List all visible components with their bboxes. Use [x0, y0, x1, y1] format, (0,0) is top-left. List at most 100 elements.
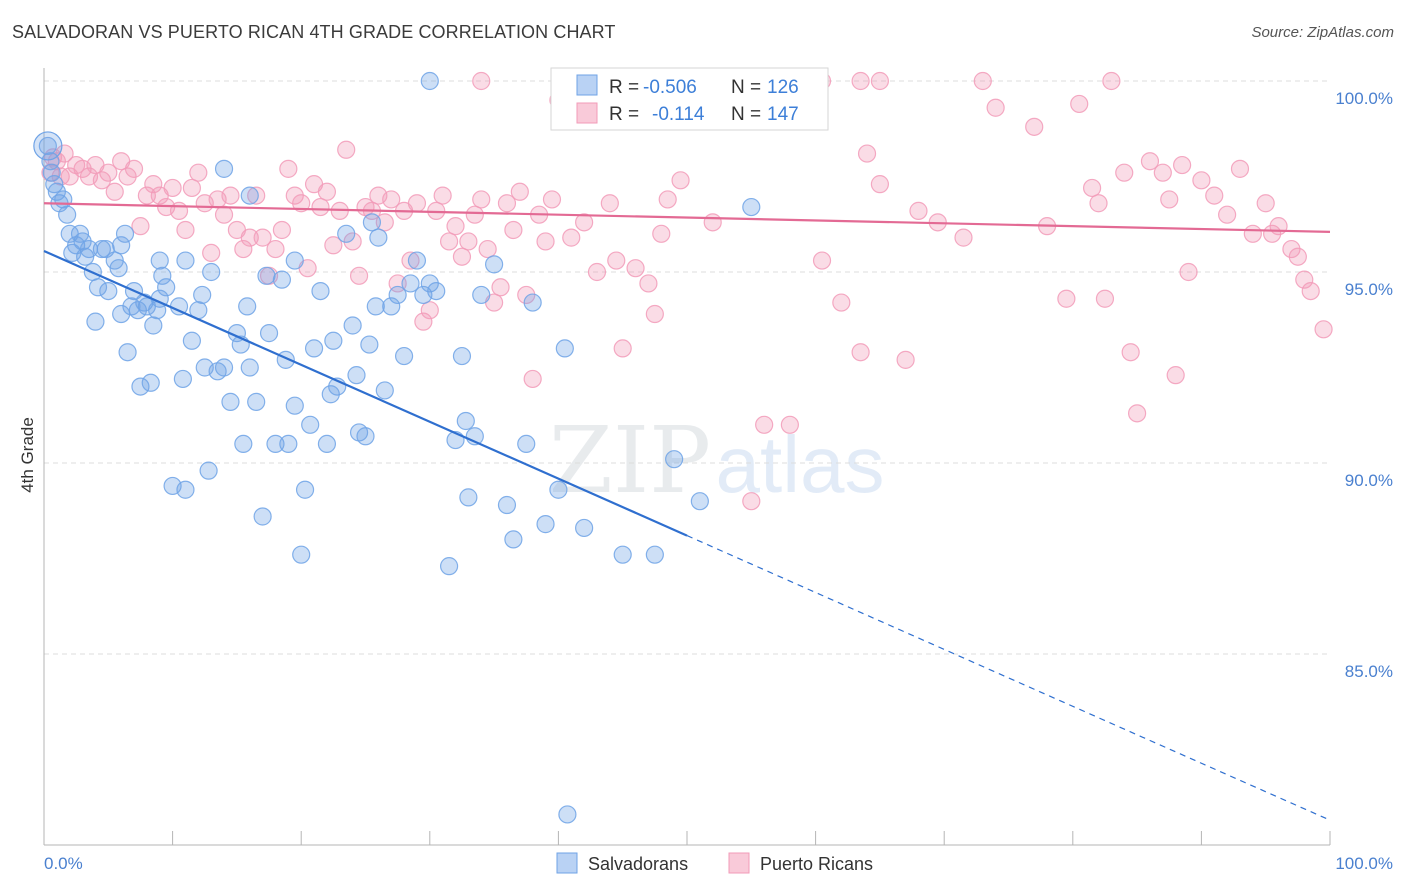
salvadorans-point-59: [259, 324, 279, 343]
puerto-ricans-point-44: [311, 197, 330, 217]
salvadorans-point-105: [575, 518, 594, 538]
puerto-ricans-point-58: [401, 251, 420, 270]
salvadorans-point-117: [285, 251, 304, 270]
salvadorans-point-78: [360, 335, 379, 354]
salvadorans-point-112: [558, 805, 577, 824]
puerto-ricans-point-135: [1301, 282, 1320, 301]
puerto-ricans-point-41: [292, 194, 311, 213]
salvadorans-point-90: [439, 557, 459, 576]
salvadorans-trend-extension: [686, 535, 1331, 821]
stats-salvadorans-r-label: R =: [609, 77, 639, 98]
puerto-ricans-point-119: [1153, 163, 1172, 182]
puerto-ricans-point-114: [1095, 289, 1115, 308]
puerto-ricans-point-27: [202, 243, 221, 262]
x-axis-ticks: [43, 831, 1331, 845]
puerto-ricans-point-77: [523, 369, 542, 389]
salvadorans-point-4: [47, 182, 66, 201]
stats-salvadorans-swatch: [576, 74, 598, 96]
gridlines: [44, 80, 1330, 655]
puerto-ricans-point-2: [47, 152, 66, 171]
puerto-ricans-point-145: [1102, 71, 1121, 91]
puerto-ricans-point-95: [742, 492, 761, 511]
puerto-ricans-point-100: [851, 343, 870, 362]
salvadorans-point-63: [279, 434, 298, 453]
puerto-ricans-point-22: [169, 201, 189, 220]
puerto-ricans-point-96: [755, 415, 774, 434]
salvadorans-point-70: [317, 434, 337, 453]
puerto-ricans-trend-line: [43, 202, 1331, 233]
salvadorans-point-96: [472, 285, 491, 305]
puerto-ricans-point-124: [1192, 171, 1211, 190]
puerto-ricans-point-93: [671, 171, 690, 190]
y-tick-label-0: 100.0%: [1335, 89, 1393, 108]
salvadorans-point-74: [343, 316, 362, 335]
salvadorans-point-49: [214, 358, 234, 377]
salvadorans-point-92: [452, 346, 472, 366]
legend-puerto-ricans-label[interactable]: Puerto Ricans: [760, 854, 873, 874]
puerto-ricans-point-24: [182, 178, 201, 198]
puerto-ricans-point-12: [105, 182, 124, 201]
puerto-ricans-point-111: [1070, 94, 1089, 114]
puerto-ricans-point-82: [562, 228, 581, 247]
puerto-ricans-point-80: [542, 190, 562, 209]
puerto-ricans-point-110: [1057, 289, 1076, 308]
salvadorans-point-71: [321, 385, 340, 404]
puerto-ricans-point-91: [652, 224, 671, 243]
salvadorans-point-99: [504, 530, 523, 549]
puerto-ricans-point-67: [459, 232, 478, 251]
puerto-ricans-point-48: [337, 140, 356, 159]
salvadorans-point-97: [485, 255, 504, 274]
puerto-ricans-point-66: [452, 247, 472, 266]
puerto-ricans-point-75: [510, 182, 529, 201]
salvadorans-point-86: [407, 251, 427, 270]
puerto-ricans-point-134: [1295, 270, 1314, 289]
y-tick-label-1: 95.0%: [1345, 280, 1393, 299]
salvadorans-point-37: [157, 278, 176, 297]
salvadorans-point-56: [247, 392, 266, 411]
trend-lines: [43, 202, 1331, 821]
salvadorans-point-84: [394, 346, 414, 366]
puerto-ricans-point-69: [472, 190, 491, 209]
salvadorans-point-107: [645, 545, 664, 564]
puerto-ricans-point-35: [253, 228, 272, 247]
svg-text:atlas: atlas: [716, 420, 885, 509]
puerto-ricans-point-14: [118, 167, 137, 186]
salvadorans-point-100: [517, 434, 536, 453]
stats-puerto-ricans-r-value: -0.114: [652, 104, 705, 125]
salvadorans-point-54: [238, 297, 257, 316]
puerto-ricans-point-46: [324, 236, 343, 255]
puerto-ricans-point-131: [1269, 217, 1288, 236]
stats-puerto-ricans-n-value: 147: [767, 104, 799, 125]
legend-puerto-ricans-swatch[interactable]: [728, 852, 750, 874]
salvadorans-point-16: [86, 312, 105, 331]
salvadorans-point-22: [109, 259, 128, 278]
puerto-ricans-point-60: [414, 312, 433, 331]
puerto-ricans-point-49: [343, 232, 362, 251]
salvadorans-point-103: [549, 480, 568, 499]
salvadorans-point-109: [690, 492, 709, 511]
puerto-ricans-point-133: [1288, 247, 1307, 266]
legend-salvadorans-label[interactable]: Salvadorans: [588, 854, 688, 874]
salvadorans-point-50: [221, 392, 240, 411]
stats-salvadorans-n-label: N =: [731, 77, 761, 98]
puerto-ricans-point-121: [1166, 366, 1185, 385]
puerto-ricans-point-136: [1314, 320, 1333, 339]
legend: Salvadorans Puerto Ricans: [556, 852, 873, 874]
puerto-ricans-point-33: [240, 228, 259, 247]
salvadorans-point-69: [311, 282, 330, 301]
legend-salvadorans-swatch[interactable]: [556, 852, 578, 874]
svg-text:ZIP: ZIP: [549, 407, 711, 514]
puerto-ricans-point-94: [703, 213, 722, 232]
salvadorans-point-24: [115, 224, 135, 243]
stats-puerto-ricans-r-label: R =: [609, 104, 639, 125]
puerto-ricans-point-127: [1230, 159, 1250, 178]
puerto-ricans-point-92: [658, 190, 677, 209]
puerto-ricans-point-108: [1025, 117, 1044, 136]
stats-salvadorans-n-value: 126: [767, 77, 799, 98]
puerto-ricans-point-79: [536, 232, 555, 251]
puerto-ricans-point-23: [176, 220, 195, 240]
source-note: Source: ZipAtlas.com: [1251, 24, 1394, 41]
x-tick-label-max: 100.0%: [1335, 854, 1393, 873]
x-tick-label-min: 0.0%: [44, 854, 83, 873]
